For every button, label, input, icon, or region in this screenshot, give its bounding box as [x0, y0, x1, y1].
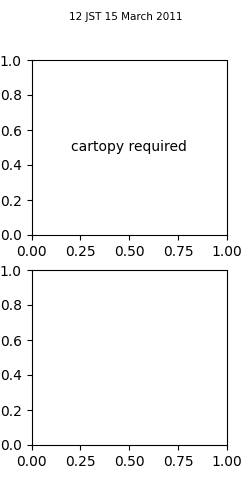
Text: 12 JST 15 March 2011: 12 JST 15 March 2011 [69, 12, 183, 22]
Text: cartopy required: cartopy required [71, 140, 187, 154]
